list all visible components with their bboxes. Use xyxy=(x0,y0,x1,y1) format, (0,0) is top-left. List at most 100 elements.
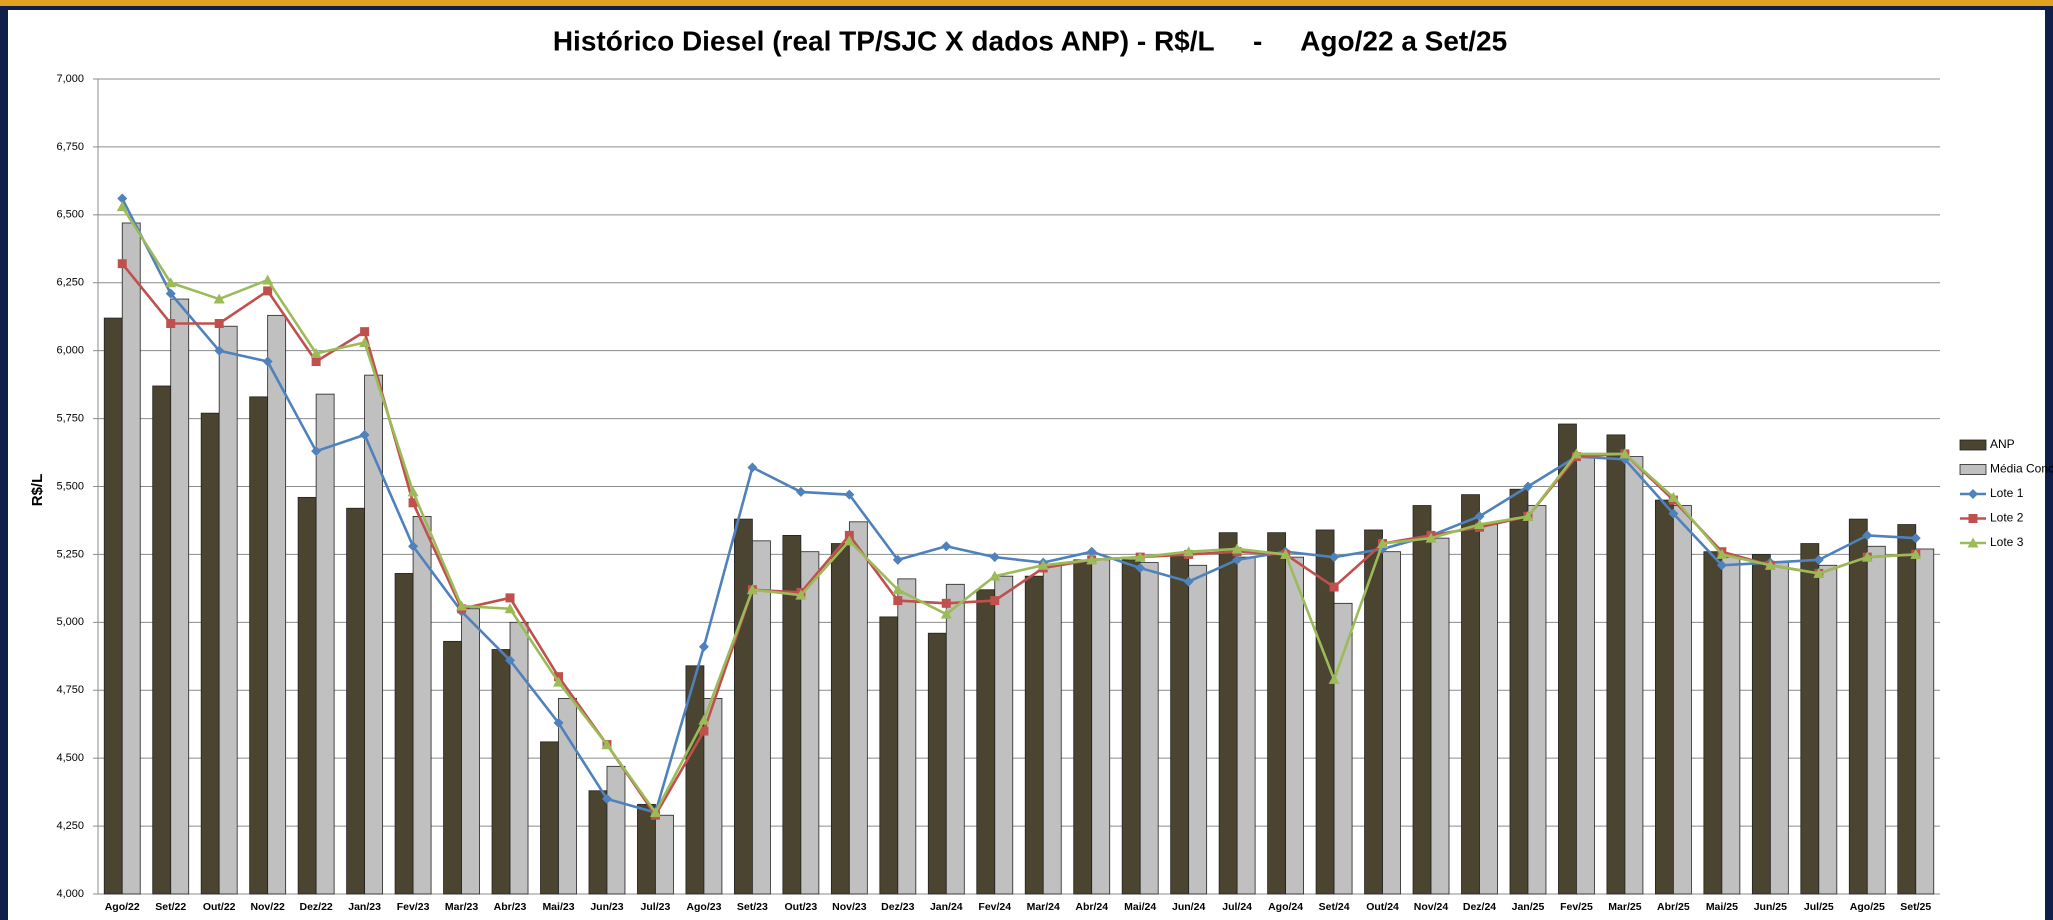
point-marker xyxy=(505,593,515,603)
point-marker xyxy=(1668,508,1679,519)
x-tick-label: Ago/22 xyxy=(105,901,140,913)
bar xyxy=(1461,494,1480,895)
bar xyxy=(1091,559,1111,895)
point-marker xyxy=(214,319,224,328)
point-marker xyxy=(1425,532,1437,543)
point-marker xyxy=(1910,533,1921,544)
point-marker xyxy=(940,608,952,619)
x-tick-label: Dez/23 xyxy=(881,901,914,913)
bar xyxy=(1721,556,1741,895)
y-tick-label: 4,750 xyxy=(56,684,84,696)
point-marker xyxy=(941,598,951,608)
point-marker xyxy=(1037,559,1049,570)
y-tick-label: 6,000 xyxy=(56,345,84,357)
bar xyxy=(1430,537,1450,895)
point-marker xyxy=(213,293,225,304)
point-marker xyxy=(1135,563,1146,573)
point-marker xyxy=(1910,548,1922,559)
point-marker xyxy=(989,570,1001,581)
x-tick-label: Fev/23 xyxy=(397,901,430,913)
y-tick-label: 4,500 xyxy=(56,752,84,764)
bar xyxy=(412,515,432,895)
x-tick-label: Abr/23 xyxy=(494,901,527,913)
x-tick-label: Set/24 xyxy=(1319,901,1350,913)
bar xyxy=(364,374,384,895)
point-marker xyxy=(893,596,903,606)
point-marker xyxy=(1716,548,1728,559)
bar xyxy=(1800,543,1820,895)
point-marker xyxy=(1667,491,1679,502)
point-marker xyxy=(1716,560,1727,571)
point-marker xyxy=(1329,552,1340,563)
x-tick-label: Mai/23 xyxy=(542,901,574,913)
point-marker xyxy=(795,589,807,600)
point-marker xyxy=(117,193,128,204)
point-marker xyxy=(263,286,273,296)
x-tick-label: Mai/24 xyxy=(1124,901,1156,913)
point-marker xyxy=(1232,554,1243,565)
bar xyxy=(1527,505,1547,895)
bar xyxy=(346,507,366,895)
bar xyxy=(1024,575,1044,895)
bar xyxy=(103,317,123,895)
x-tick-label: Ago/23 xyxy=(686,901,721,913)
top-stripe xyxy=(0,0,2053,6)
bar xyxy=(1866,545,1886,895)
x-tick-label: Out/23 xyxy=(785,901,818,913)
y-tick-label: 6,500 xyxy=(56,209,84,221)
bar xyxy=(1769,562,1789,895)
bar xyxy=(588,790,608,895)
point-marker xyxy=(1522,510,1534,521)
bar xyxy=(1236,556,1256,895)
legend-label: Lote 2 xyxy=(1990,511,2024,525)
bar xyxy=(1139,562,1159,895)
bar xyxy=(1654,499,1674,895)
legend-marker xyxy=(1968,489,1978,499)
bar xyxy=(1382,551,1401,895)
x-tick-label: Ago/24 xyxy=(1268,901,1303,913)
bar xyxy=(848,521,868,895)
point-marker xyxy=(1328,673,1340,684)
bar xyxy=(1188,564,1208,895)
x-tick-label: Fev/25 xyxy=(1560,901,1593,913)
point-marker xyxy=(310,347,322,358)
y-tick-label: 4,250 xyxy=(56,820,84,832)
point-marker xyxy=(117,259,127,269)
bar xyxy=(655,814,674,895)
point-marker xyxy=(892,584,904,595)
bar xyxy=(994,575,1014,895)
x-tick-label: Set/25 xyxy=(1900,901,1931,913)
point-marker xyxy=(214,345,225,356)
point-marker xyxy=(747,462,758,473)
legend-label: ANP xyxy=(1990,437,2015,451)
point-marker xyxy=(1329,582,1339,592)
x-tick-label: Nov/22 xyxy=(250,901,285,913)
bar xyxy=(1703,551,1723,895)
point-marker xyxy=(1813,567,1825,578)
point-marker xyxy=(1764,559,1776,570)
x-tick-label: Out/22 xyxy=(203,901,236,913)
point-marker xyxy=(456,600,468,611)
bar xyxy=(443,640,462,895)
legend-label: Lote 3 xyxy=(1990,535,2024,549)
bar xyxy=(1170,554,1190,895)
bar xyxy=(1412,505,1432,895)
point-marker xyxy=(1183,546,1195,557)
point-marker xyxy=(553,717,564,728)
y-tick-label: 5,000 xyxy=(56,616,84,628)
point-marker xyxy=(553,676,564,687)
bar xyxy=(1672,505,1692,895)
point-marker xyxy=(1183,576,1194,587)
line-series xyxy=(121,205,1916,815)
bar xyxy=(121,222,141,895)
x-tick-label: Fev/24 xyxy=(978,901,1011,913)
point-marker xyxy=(1861,551,1873,562)
bar xyxy=(830,543,850,895)
point-marker xyxy=(941,541,952,552)
x-tick-label: Nov/23 xyxy=(832,901,867,913)
y-tick-label: 5,500 xyxy=(56,480,84,492)
bar xyxy=(267,314,287,895)
x-tick-label: Jan/23 xyxy=(348,901,381,913)
point-marker xyxy=(649,807,661,817)
